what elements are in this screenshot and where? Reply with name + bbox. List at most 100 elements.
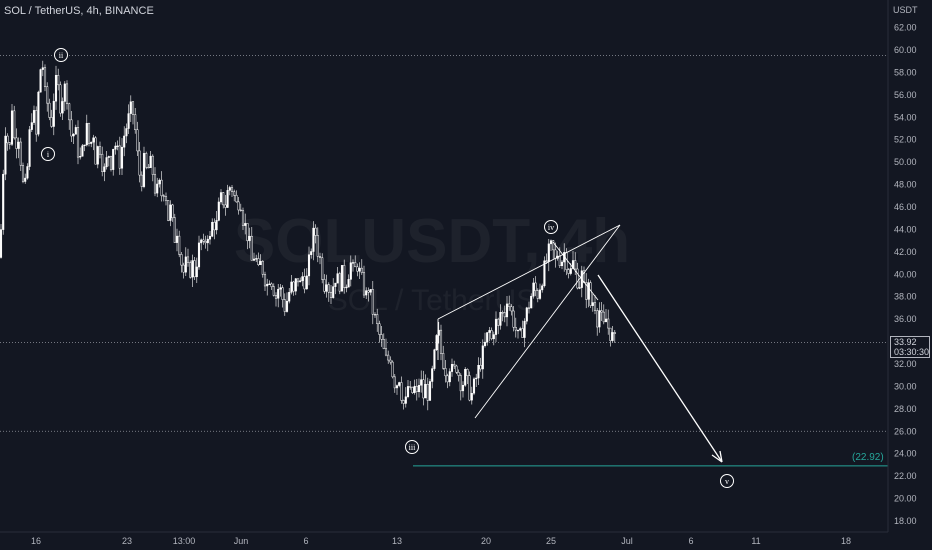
candle-body [142,153,146,187]
candle-body [527,307,531,309]
candle-body [288,292,291,302]
candle-body [21,165,25,182]
candle-body [426,383,429,401]
candle-body [230,187,234,192]
candle-body [604,318,608,323]
candle-body [497,318,500,326]
candle-body [472,378,476,394]
candle-body [523,320,526,338]
candle-body [613,332,616,334]
candle-body [314,227,317,236]
candle-body [598,310,601,328]
candle-body [574,260,577,270]
time-tick-label: Jul [621,536,633,546]
candle-body [222,192,225,206]
candle-body [343,265,346,288]
candle-body [134,114,137,131]
price-axis[interactable]: 18.00 20.00 22.00 24.00 26.00 28.00 30.00 32.00… [887,0,917,532]
candle-body [54,74,58,102]
price-tick-label: 48.00 [894,180,917,190]
candle-body [138,150,141,176]
candle-body [193,260,196,278]
candle-body [268,283,271,285]
candle-body [136,129,139,152]
candle-body [371,289,374,315]
candle-body [261,261,264,275]
candle-body [503,312,506,318]
candle-body [600,310,603,313]
candle-body [514,327,517,331]
wave-label-iii: iii [409,443,416,452]
candle-body [444,368,447,377]
candle-body [2,173,5,230]
candle-body [226,190,229,208]
candle-body [186,256,190,263]
candle-body [151,155,154,175]
candle-body [149,155,152,168]
candle-body [116,145,119,147]
price-tick-label: 30.00 [894,381,917,391]
candle-body [321,257,324,280]
candle-body [50,117,53,127]
wave-label-iv: iv [548,223,554,232]
wave-iv-decline-line [552,241,599,301]
wave-label-circle [41,147,55,161]
candle-body [219,192,223,203]
candle-body [422,379,425,399]
candle-body [578,287,581,289]
candle-body [259,261,262,265]
candle-body [8,142,11,145]
time-tick-label: Jun [234,536,249,546]
candle-body [301,276,304,281]
candle-body [65,83,69,104]
candle-body [464,369,467,386]
candle-body [448,371,451,383]
candle-body [30,122,33,130]
current-price-value: 33.92 [894,337,917,347]
candle-body [479,365,482,370]
candle-body [76,127,80,158]
candle-body [266,283,269,287]
candle-body [118,145,121,169]
candle-body [125,128,128,137]
watermark-name: SOL / TetherUS [328,284,536,317]
candle-body [272,286,275,296]
symbol-header[interactable]: SOL / TetherUS, 4h, BINANCE [4,5,154,17]
candle-body [340,265,344,292]
candle-body [413,385,416,393]
candle-body [461,385,465,392]
time-tick-label: 18 [841,536,851,546]
candle-body [415,385,418,392]
candle-body [457,371,460,376]
candle-body [173,217,176,243]
time-axis[interactable]: 16 23 13:00 Jun 6 13 20 25 Jul 6 11 18 [0,531,888,546]
candle-body [532,282,535,297]
candle-body [400,382,403,401]
candle-body [373,313,377,316]
candle-body [488,330,491,333]
candle-body [459,375,462,392]
candle-body [263,274,267,287]
candle-body [57,74,60,86]
candle-body [609,327,612,341]
candle-body [28,129,31,167]
candle-body [112,148,115,170]
candle-body [565,252,568,270]
candle-body [197,242,201,268]
candle-body [92,137,95,143]
candle-body [327,284,330,293]
candle-body [435,335,438,351]
candle-body [277,288,280,299]
price-tick-label: 24.00 [894,449,917,459]
candle-body [131,101,135,115]
candle-body [211,221,214,237]
candle-body [349,262,352,280]
candle-body [46,86,49,104]
time-tick-label: 23 [122,536,132,546]
candle-body [391,361,394,378]
candle-body [235,195,238,203]
candle-body [541,285,544,291]
candles [0,60,616,411]
